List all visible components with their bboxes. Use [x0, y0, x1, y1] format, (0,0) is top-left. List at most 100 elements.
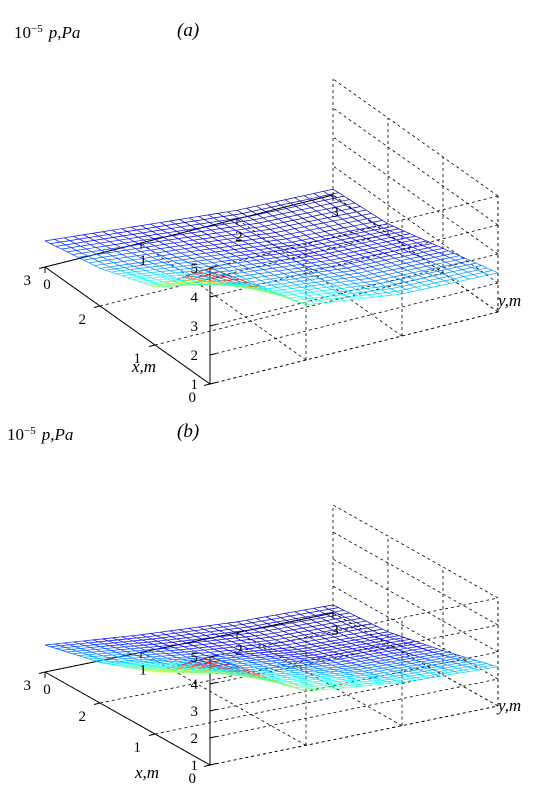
mesh-segment	[348, 683, 359, 686]
mesh-segment	[196, 280, 202, 283]
mesh-segment	[357, 648, 368, 651]
mesh-segment	[378, 250, 385, 254]
mesh-segment	[333, 668, 343, 670]
mesh-segment	[370, 283, 381, 286]
mesh-segment	[186, 254, 197, 257]
mesh-segment	[363, 223, 369, 228]
mesh-segment	[374, 278, 385, 282]
z-tick-label: 3	[191, 319, 199, 335]
mesh-segment	[99, 662, 106, 664]
mesh-segment	[285, 656, 295, 658]
mesh-segment	[221, 234, 232, 237]
mesh-segment	[418, 651, 424, 655]
mesh-segment	[441, 264, 452, 268]
y-tick-label: 1	[139, 662, 147, 678]
mesh-segment	[456, 663, 463, 666]
mesh-segment	[482, 272, 489, 276]
mesh-segment	[223, 275, 230, 277]
mesh-segment	[245, 227, 255, 230]
mesh-segment	[86, 248, 92, 252]
mesh-segment	[157, 259, 164, 263]
mesh-segment	[157, 278, 168, 281]
mesh-segment	[287, 681, 294, 684]
mesh-segment	[352, 291, 363, 294]
mesh-segment	[168, 645, 175, 649]
mesh-segment	[182, 662, 189, 665]
mesh-segment	[396, 680, 403, 683]
mesh-segment	[132, 667, 139, 670]
x-tick-mark	[148, 344, 156, 347]
mesh-segment	[134, 241, 140, 245]
mesh-segment	[338, 669, 349, 672]
mesh-segment	[383, 654, 390, 657]
mesh-segment	[171, 667, 177, 670]
mesh-segment	[363, 684, 374, 687]
mesh-segment	[297, 242, 308, 245]
mesh-segment	[245, 253, 256, 256]
mesh-segment	[300, 302, 307, 306]
mesh-segment	[257, 214, 264, 219]
mesh-segment	[259, 667, 269, 670]
mesh-segment	[338, 632, 345, 636]
mesh-segment	[226, 257, 232, 261]
mesh-segment	[160, 631, 166, 635]
mesh-segment	[279, 277, 286, 281]
mesh-segment	[366, 662, 372, 666]
mesh-segment	[128, 643, 135, 647]
mesh-segment	[274, 249, 284, 252]
mesh-segment	[283, 294, 294, 297]
mesh-segment	[400, 286, 407, 290]
mesh-segment	[334, 636, 341, 640]
mesh-segment	[288, 680, 298, 683]
mesh-segment	[421, 659, 431, 663]
mesh-segment	[79, 237, 89, 240]
mesh-segment	[301, 619, 312, 622]
wall-grid-line	[209, 705, 499, 766]
mesh-segment	[331, 621, 342, 624]
mesh-segment	[195, 655, 202, 659]
mesh-segment	[355, 657, 365, 660]
mesh-segment	[201, 231, 208, 235]
mesh-segment	[386, 239, 397, 243]
mesh-segment	[127, 256, 134, 261]
mesh-segment	[108, 232, 118, 235]
mesh-segment	[438, 278, 445, 282]
mesh-segment	[165, 273, 172, 277]
mesh-segment	[261, 676, 268, 680]
mesh-segment	[298, 668, 309, 671]
mesh-segment	[69, 238, 80, 241]
mesh-segment	[309, 656, 320, 659]
mesh-segment	[261, 237, 268, 242]
mesh-segment	[333, 684, 340, 687]
mesh-segment	[151, 231, 158, 235]
mesh-segment	[425, 284, 431, 288]
mesh-segment	[368, 652, 379, 655]
mesh-segment	[253, 665, 264, 668]
mesh-segment	[145, 270, 151, 273]
mesh-segment	[143, 644, 150, 648]
wall-grid-line	[332, 136, 499, 255]
mesh-segment	[327, 215, 338, 219]
mesh-segment	[324, 658, 331, 661]
mesh-segment	[393, 633, 400, 636]
mesh-segment	[339, 612, 350, 615]
mesh-segment	[138, 659, 144, 662]
mesh-segment	[256, 640, 266, 643]
mesh-segment	[460, 262, 467, 266]
mesh-segment	[199, 631, 210, 634]
mesh-segment	[444, 671, 455, 674]
mesh-segment	[471, 267, 478, 271]
mesh-segment	[473, 272, 483, 275]
mesh-segment	[319, 686, 330, 689]
mesh-segment	[366, 236, 376, 239]
mesh-segment	[241, 658, 247, 662]
mesh-segment	[50, 243, 57, 247]
mesh-segment	[379, 657, 386, 661]
mesh-segment	[367, 647, 378, 650]
mesh-segment	[227, 643, 238, 646]
mesh-segment	[377, 292, 387, 294]
mesh-segment	[361, 625, 368, 629]
mesh-segment	[382, 647, 393, 650]
z-axis-label-exponent: −5	[24, 425, 36, 437]
mesh-segment	[337, 681, 344, 684]
